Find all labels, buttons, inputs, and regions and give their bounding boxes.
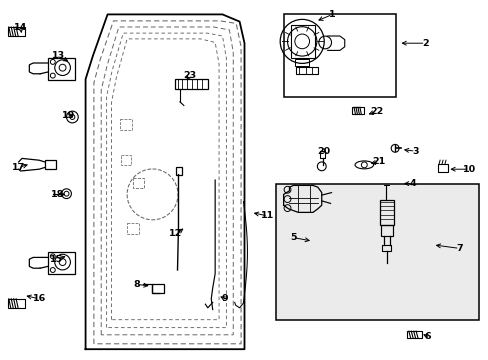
Text: 18: 18 [51, 190, 64, 199]
Bar [379, 200, 393, 225]
Bar [121, 155, 131, 165]
Text: 12: 12 [169, 230, 183, 238]
Bar [295, 67, 317, 74]
Text: 20: 20 [317, 147, 330, 156]
Bar [276, 184, 478, 320]
Bar [8, 27, 25, 36]
Bar [351, 107, 364, 114]
Text: 11: 11 [261, 211, 274, 220]
Bar [8, 299, 25, 308]
Text: 19: 19 [61, 111, 75, 120]
Bar [283, 14, 395, 97]
Bar [133, 178, 143, 188]
Bar [48, 58, 75, 80]
Bar [407, 331, 421, 338]
Bar [127, 223, 139, 234]
Bar [175, 79, 208, 89]
Bar [152, 284, 164, 293]
Text: 13: 13 [52, 51, 65, 60]
Text: 21: 21 [371, 158, 385, 166]
Bar [290, 25, 315, 58]
Bar [48, 252, 75, 274]
Text: 17: 17 [12, 163, 25, 172]
Text: 14: 14 [14, 22, 27, 31]
Text: 6: 6 [424, 332, 430, 341]
Text: 8: 8 [133, 280, 140, 289]
Text: 1: 1 [328, 10, 335, 19]
Text: 22: 22 [369, 107, 383, 116]
Text: 7: 7 [455, 244, 462, 253]
Text: 9: 9 [221, 294, 228, 303]
Bar [120, 119, 132, 130]
Text: 4: 4 [409, 179, 416, 188]
Bar [294, 59, 308, 66]
Bar [437, 164, 447, 172]
Text: 16: 16 [32, 294, 46, 303]
Text: 23: 23 [183, 71, 196, 80]
Text: 3: 3 [411, 147, 418, 156]
Bar [382, 245, 390, 251]
Text: 15: 15 [50, 255, 62, 264]
Bar [45, 160, 56, 169]
Text: 5: 5 [289, 233, 296, 242]
Text: 2: 2 [421, 39, 428, 48]
Bar [175, 167, 182, 175]
Bar [380, 225, 392, 236]
Text: 10: 10 [462, 165, 475, 174]
